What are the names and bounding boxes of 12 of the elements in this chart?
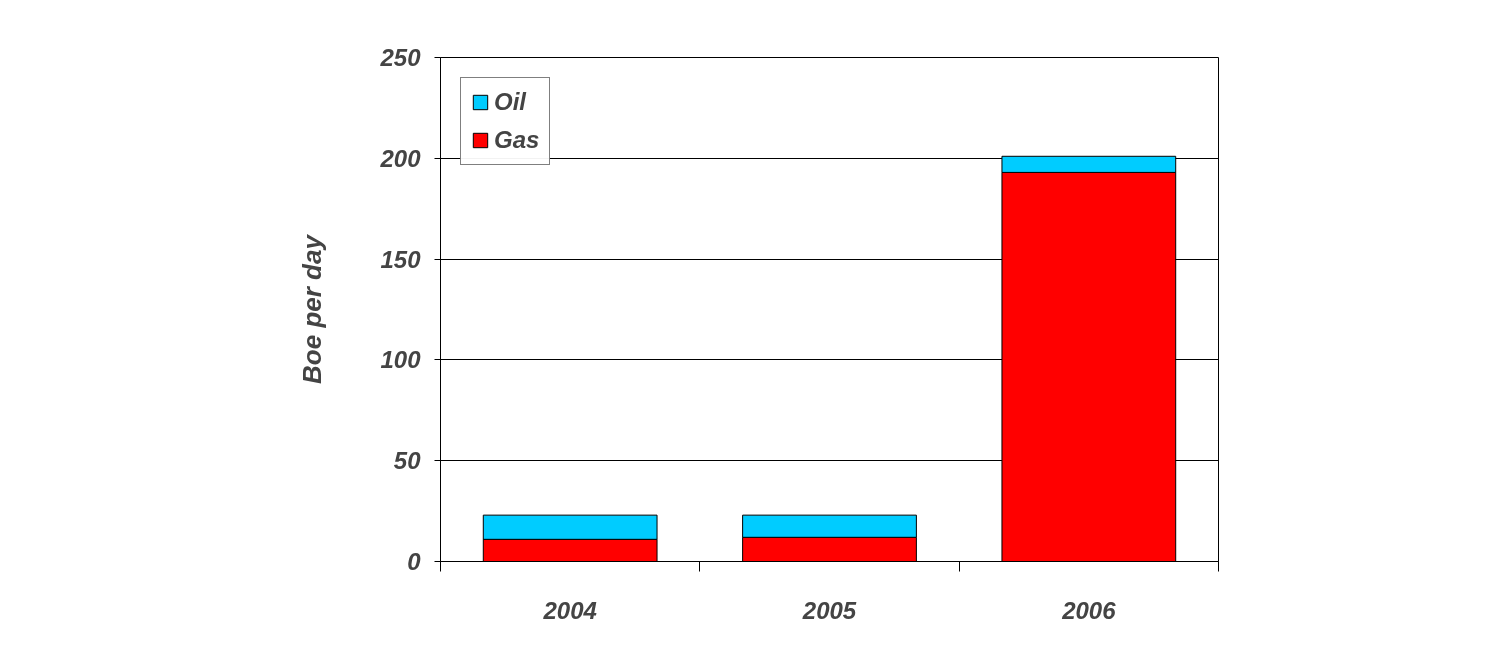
y-tick-label: 150 (380, 245, 422, 273)
x-tick-label: 2005 (801, 596, 857, 624)
y-tick-label: 200 (379, 144, 422, 172)
x-tick-label: 2006 (1061, 596, 1117, 624)
y-tick-label: 0 (407, 548, 422, 575)
legend-label: Oil (494, 88, 527, 116)
y-tick-label: 250 (379, 44, 422, 71)
y-tick-label: 100 (380, 346, 422, 374)
y-axis-title: Boe per day (297, 233, 328, 384)
x-tick-label: 2004 (542, 596, 597, 624)
legend-label: Gas (494, 126, 540, 154)
y-tick-label: 50 (393, 447, 422, 475)
